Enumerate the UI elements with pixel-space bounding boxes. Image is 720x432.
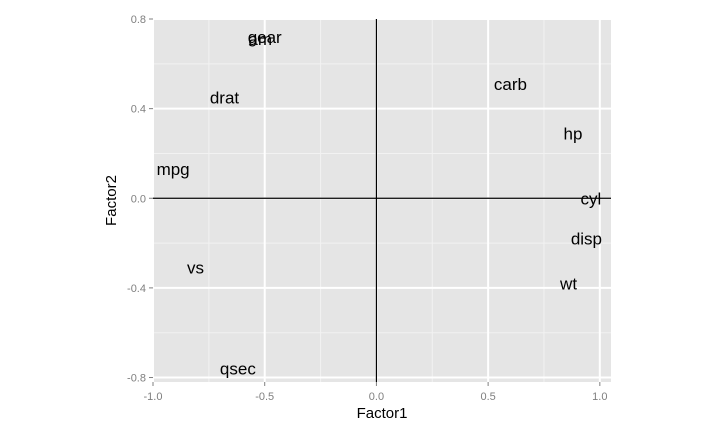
y-tick-label: 0.8: [131, 14, 146, 26]
grid-minor: [153, 19, 611, 382]
y-axis-title: Factor2: [103, 175, 120, 226]
point-label-wt: wt: [559, 274, 577, 293]
y-tick-label: 0.4: [131, 104, 146, 116]
point-label-vs: vs: [187, 259, 204, 278]
reference-lines: [153, 19, 611, 382]
x-axis-title: Factor1: [357, 405, 408, 422]
x-tick-label: 0.5: [480, 391, 495, 403]
x-tick-label: -0.5: [255, 391, 274, 403]
x-axis-ticks: -1.0 -0.5 0.0 0.5 1.0: [144, 382, 607, 403]
point-label-drat: drat: [210, 88, 240, 107]
y-tick-label: 0.0: [131, 193, 146, 205]
y-axis-ticks: -0.8 -0.4 0.0 0.4 0.8: [127, 14, 153, 385]
plot-panel: [153, 19, 611, 382]
point-label-qsec: qsec: [220, 360, 256, 379]
point-label-am: am: [248, 30, 272, 49]
x-tick-label: -1.0: [144, 391, 163, 403]
x-tick-label: 0.0: [369, 391, 384, 403]
point-label-disp: disp: [571, 230, 602, 249]
y-tick-label: -0.8: [127, 373, 146, 385]
x-tick-label: 1.0: [592, 391, 607, 403]
point-label-cyl: cyl: [581, 189, 602, 208]
y-tick-label: -0.4: [127, 283, 146, 295]
point-label-mpg: mpg: [157, 160, 190, 179]
point-label-gear: gear: [248, 28, 282, 47]
point-label-hp: hp: [564, 124, 583, 143]
point-label-carb: carb: [494, 75, 527, 94]
